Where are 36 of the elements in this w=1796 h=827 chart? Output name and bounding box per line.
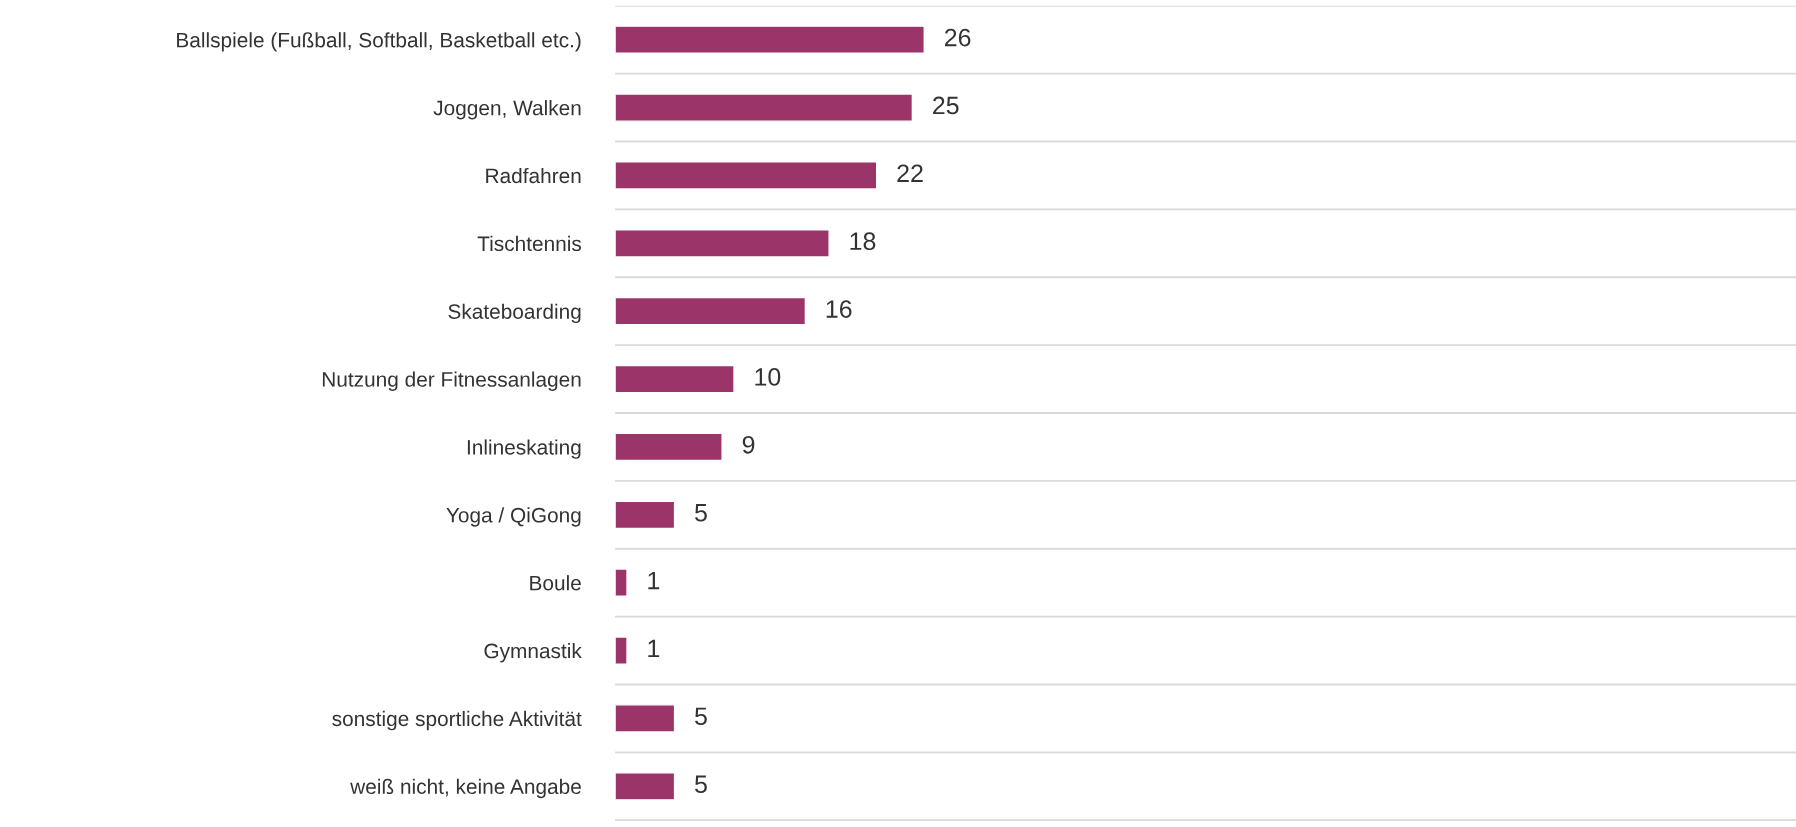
y-tick-label: sonstige sportliche Aktivität xyxy=(332,710,582,731)
data-label: 18 xyxy=(850,232,876,251)
y-tick-label: weiß nicht, keine Angabe xyxy=(350,778,581,799)
data-label: 25 xyxy=(933,96,959,115)
y-tick-label: Inlineskating xyxy=(467,439,581,459)
y-tick-label: Radfahren xyxy=(486,167,581,184)
data-label: 16 xyxy=(826,300,852,318)
bar xyxy=(615,229,830,258)
bar xyxy=(615,364,735,394)
y-tick-label: Yoga / QiGong xyxy=(446,507,581,527)
y-tick-label: Ballspiele (Fußball, Softball, Basketball etc.) xyxy=(177,32,581,52)
bar xyxy=(615,636,628,665)
data-label: 22 xyxy=(897,164,923,182)
data-label: 5 xyxy=(695,504,707,522)
bar xyxy=(615,704,676,733)
data-label: 5 xyxy=(695,775,707,793)
data-label: 5 xyxy=(695,707,707,726)
y-tick-label: Joggen, Walken xyxy=(433,100,581,120)
bar xyxy=(615,772,676,801)
bar xyxy=(615,432,723,462)
bar xyxy=(615,93,914,122)
y-tick-label: Skateboarding xyxy=(448,303,581,324)
bar xyxy=(615,500,676,530)
data-label: 9 xyxy=(742,435,755,454)
bar xyxy=(615,25,925,54)
data-label: 10 xyxy=(755,368,781,386)
data-label: 1 xyxy=(648,571,660,590)
y-tick-label: Boule xyxy=(530,575,581,591)
y-tick-label: Nutzung der Fitnessanlagen xyxy=(322,371,581,391)
bar xyxy=(615,568,628,597)
data-label: 1 xyxy=(648,639,660,658)
bar xyxy=(615,161,878,190)
data-label: 26 xyxy=(944,28,971,47)
y-tick-label: Gymnastik xyxy=(484,642,582,663)
bar xyxy=(615,296,807,326)
y-tick-label: Tischtennis xyxy=(477,235,582,252)
